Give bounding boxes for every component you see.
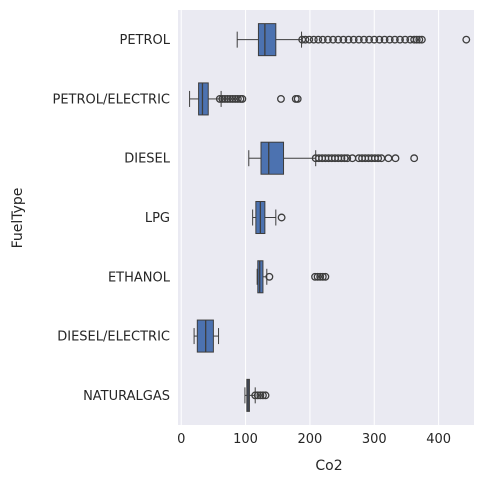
x-tick-label-0: 0 [177, 432, 185, 447]
outlier-petrol-26 [417, 35, 426, 44]
outlier-petrol-23 [410, 35, 419, 44]
outlier-petrol-7 [329, 35, 338, 44]
outlier-naturalgas-1 [253, 391, 262, 400]
box-group-ethanol [256, 260, 330, 294]
y-tick-label-lpg: LPG [145, 211, 170, 226]
outlier-petrol-4 [314, 35, 323, 44]
box-petrol-electric [198, 82, 209, 116]
outlier-petrol-5 [318, 35, 327, 44]
y-tick-label-petrol-electric: PETROL/ELECTRIC [52, 92, 170, 107]
outlier-petrol-electric-1 [218, 94, 227, 103]
y-axis-label: FuelType [10, 188, 26, 249]
outlier-petrol-14 [365, 35, 374, 44]
outlier-diesel-21 [391, 154, 400, 163]
outlier-petrol-17 [380, 35, 389, 44]
outlier-naturalgas-0 [251, 391, 260, 400]
outlier-petrol-1 [301, 35, 310, 44]
outlier-lpg-0 [277, 213, 286, 222]
x-tick-label-100: 100 [233, 432, 258, 447]
outlier-naturalgas-3 [258, 391, 267, 400]
outlier-petrol-13 [360, 35, 368, 44]
outlier-petrol-16 [375, 35, 384, 44]
outlier-ethanol-4 [318, 272, 327, 281]
outlier-petrol-electric-5 [228, 94, 237, 103]
outlier-petrol-21 [401, 35, 410, 44]
outlier-petrol-electric-12 [293, 94, 302, 103]
outlier-petrol-20 [396, 35, 404, 44]
outlier-petrol-electric-7 [233, 94, 242, 103]
outlier-petrol-11 [349, 35, 358, 44]
y-tick-label-diesel-electric: DIESEL/ELECTRIC [57, 330, 170, 345]
y-tick-label-petrol: PETROL [119, 33, 170, 48]
outlier-petrol-electric-2 [221, 94, 229, 103]
outlier-petrol-27 [462, 35, 471, 44]
x-tick-labels: 0 100 200 300 400 [177, 432, 451, 447]
box-group-petrol-electric [189, 82, 302, 116]
outlier-naturalgas-2 [256, 391, 265, 400]
outlier-petrol-8 [334, 35, 343, 44]
x-tick-label-300: 300 [362, 432, 387, 447]
outlier-petrol-2 [305, 35, 314, 44]
outlier-petrol-18 [385, 35, 394, 44]
outlier-petrol-15 [370, 35, 379, 44]
outlier-petrol-25 [415, 35, 424, 44]
outlier-petrol-10 [344, 35, 353, 44]
outlier-petrol-electric-4 [226, 94, 235, 103]
y-tick-label-diesel: DIESEL [124, 152, 171, 167]
plot-area-background [178, 10, 474, 425]
y-tick-labels: PETROL PETROL/ELECTRIC DIESEL LPG ETHANOL DIE… [52, 33, 170, 404]
outlier-petrol-19 [390, 35, 399, 44]
box-petrol [257, 23, 277, 57]
outlier-petrol-6 [323, 35, 332, 44]
outlier-ethanol-5 [321, 272, 330, 281]
outlier-ethanol-0 [265, 272, 274, 281]
outlier-diesel-10 [343, 154, 352, 163]
outlier-diesel-9 [340, 154, 349, 163]
outlier-petrol-12 [354, 35, 363, 44]
y-tick-label-ethanol: ETHANOL [108, 270, 171, 285]
outlier-diesel-8 [337, 154, 346, 163]
outlier-petrol-9 [339, 35, 348, 44]
box-diesel [260, 141, 285, 175]
outlier-petrol-24 [412, 35, 421, 44]
outlier-petrol-electric-9 [238, 94, 247, 103]
box-group-diesel-electric [193, 319, 220, 353]
x-tick-label-400: 400 [426, 432, 451, 447]
outlier-ethanol-1 [311, 272, 320, 281]
outlier-naturalgas-4 [261, 391, 270, 400]
outlier-diesel-18 [374, 154, 383, 163]
box-group-lpg [252, 200, 286, 235]
box-group-diesel [248, 141, 419, 175]
box-group-naturalgas [244, 378, 270, 412]
outlier-petrol-electric-0 [215, 94, 224, 103]
outlier-petrol-electric-3 [223, 94, 232, 103]
box-group-petrol [236, 23, 471, 57]
outlier-petrol-3 [309, 35, 318, 44]
x-axis-label: Co2 [315, 458, 342, 474]
grid-lines [180, 10, 440, 425]
outlier-diesel-22 [410, 154, 419, 163]
outlier-petrol-electric-10 [277, 94, 285, 103]
outlier-ethanol-3 [316, 272, 325, 281]
x-tick-label-200: 200 [297, 432, 322, 447]
box-series [189, 23, 471, 412]
outlier-ethanol-2 [313, 272, 322, 281]
y-tick-label-naturalgas: NATURALGAS [83, 389, 170, 404]
